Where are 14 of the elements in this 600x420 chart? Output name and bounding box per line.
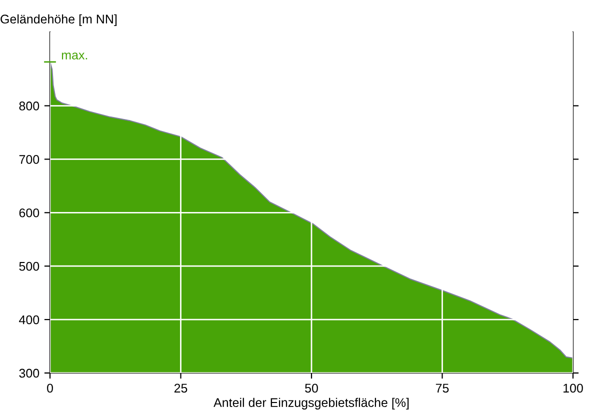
x-tick-label: 25 [174,384,188,393]
annotation: max. [62,52,88,60]
y-axis-title: Geländehöhe [m NN] [0,14,117,26]
x-tick-label: 50 [305,384,318,393]
y-tick-label: 400 [19,315,40,324]
x-axis-title: Anteil der Einzugsgebietsfläche [%] [214,398,409,410]
y-tick-label: 700 [19,155,40,164]
x-tick-label: 100 [564,384,583,393]
y-tick-label: 500 [19,262,40,271]
x-tick-label: 75 [436,384,449,393]
y-tick-label: 300 [19,368,40,378]
y-tick-label: 800 [19,102,40,110]
x-tick-label: 0 [47,384,53,393]
y-tick-label: 600 [19,208,40,218]
